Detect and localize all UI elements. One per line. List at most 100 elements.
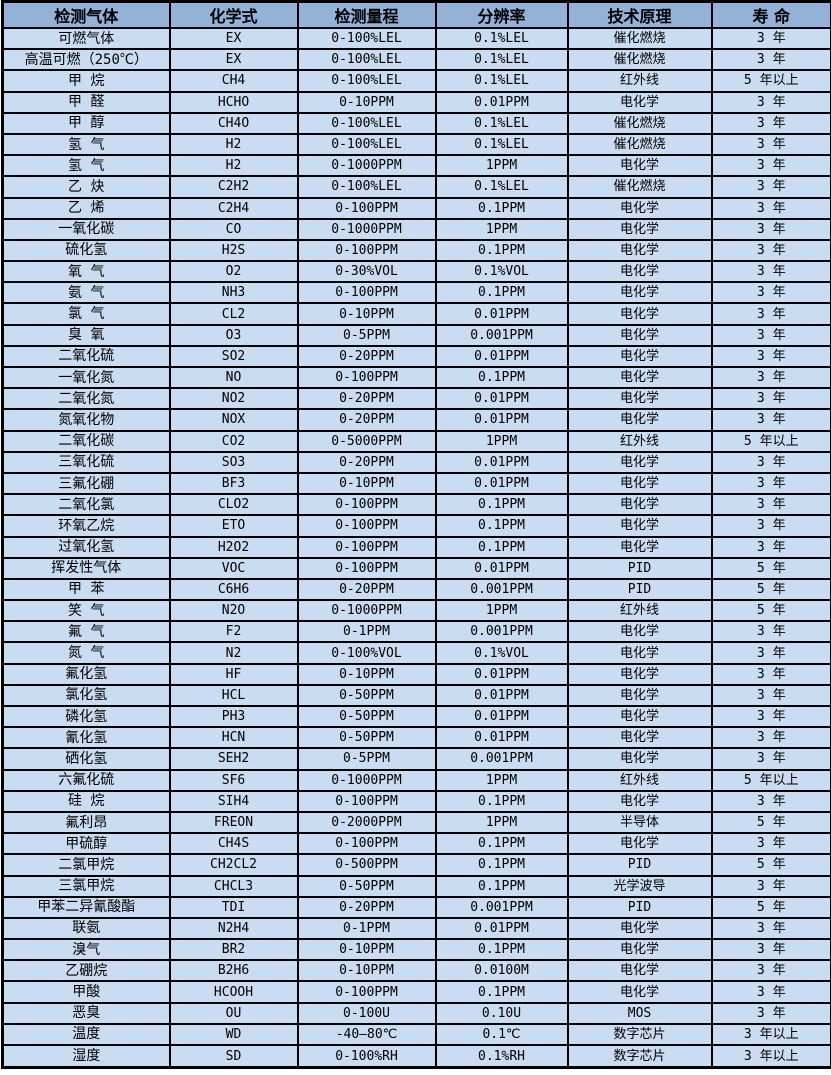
cell-formula: H2S — [168, 238, 299, 263]
table-row: 一氧化氮 NO 0-100PPM 0.1PPM 电化学 3 年 — [1, 365, 831, 390]
cell-lifespan: 3 年 — [710, 662, 831, 686]
cell-resolution: 0.1PPM — [434, 514, 569, 538]
cell-lifespan: 3 年 — [710, 196, 831, 220]
cell-principle: 电化学 — [566, 471, 713, 496]
cell-lifespan: 3 年 — [710, 620, 831, 644]
cell-gas: 氟 气 — [1, 620, 171, 644]
cell-range: 0-1000PPM — [296, 599, 437, 623]
cell-lifespan: 5 年 — [710, 810, 831, 835]
cell-resolution: 0.01PPM — [434, 344, 569, 369]
cell-gas: 氨 气 — [1, 281, 171, 305]
cell-resolution: 0.1%LEL — [434, 132, 569, 157]
cell-gas: 二氧化氮 — [1, 387, 171, 411]
cell-range: 0-100PPM — [296, 493, 437, 517]
cell-gas: 甲苯二异氰酸酯 — [1, 895, 171, 919]
cell-gas: 臭 氧 — [1, 323, 171, 347]
cell-gas: 湿度 — [1, 1044, 171, 1069]
cell-range: 0-100U — [296, 1001, 437, 1025]
table-row: 甲 苯 C6H6 0-20PPM 0.001PPM PID 5 年 — [1, 577, 831, 602]
cell-lifespan: 3 年 — [710, 365, 831, 390]
cell-resolution: 1PPM — [434, 599, 569, 623]
cell-gas: 甲 苯 — [1, 577, 171, 602]
cell-formula: HCOOH — [168, 980, 299, 1004]
cell-lifespan: 3 年 — [710, 111, 831, 135]
cell-range: 0-5PPM — [296, 323, 437, 347]
cell-range: 0-100%RH — [296, 1044, 437, 1069]
cell-principle: PID — [566, 556, 713, 580]
cell-range: 0-50PPM — [296, 704, 437, 729]
cell-range: 0-100PPM — [296, 832, 437, 856]
cell-principle: 电化学 — [566, 514, 713, 538]
table-row: 氢 气 H2 0-1000PPM 1PPM 电化学 3 年 — [1, 154, 831, 178]
cell-lifespan: 3 年 — [710, 1001, 831, 1025]
cell-principle: 电化学 — [566, 726, 713, 750]
cell-principle: 半导体 — [566, 810, 713, 835]
cell-lifespan: 3 年 — [710, 90, 831, 114]
cell-resolution: 0.10U — [434, 1001, 569, 1025]
cell-gas: 氧 气 — [1, 260, 171, 284]
table-row: 磷化氢 PH3 0-50PPM 0.01PPM 电化学 3 年 — [1, 704, 831, 729]
cell-formula: C2H2 — [168, 175, 299, 199]
cell-lifespan: 3 年 — [710, 493, 831, 517]
table-row: 臭 氧 O3 0-5PPM 0.001PPM 电化学 3 年 — [1, 323, 831, 347]
cell-principle: 电化学 — [566, 747, 713, 771]
cell-range: 0-20PPM — [296, 344, 437, 369]
cell-gas: 联氨 — [1, 916, 171, 941]
cell-lifespan: 3 年 — [710, 959, 831, 983]
col-header-lifespan: 寿 命 — [710, 0, 831, 29]
cell-principle: 数字芯片 — [566, 1044, 713, 1069]
table-row: 氨 气 NH3 0-100PPM 0.1PPM 电化学 3 年 — [1, 281, 831, 305]
cell-principle: 电化学 — [566, 260, 713, 284]
cell-resolution: 0.01PPM — [434, 683, 569, 708]
cell-range: 0-100%VOL — [296, 641, 437, 665]
cell-formula: H2 — [168, 154, 299, 178]
cell-resolution: 0.001PPM — [434, 620, 569, 644]
cell-lifespan: 3 年 — [710, 641, 831, 665]
cell-lifespan: 3 年 — [710, 132, 831, 157]
cell-resolution: 0.01PPM — [434, 704, 569, 729]
cell-lifespan: 3 年 — [710, 323, 831, 347]
cell-principle: PID — [566, 577, 713, 602]
cell-range: 0-20PPM — [296, 895, 437, 919]
table-row: 挥发性气体 VOC 0-100PPM 0.01PPM PID 5 年 — [1, 556, 831, 580]
cell-gas: 硅 烷 — [1, 789, 171, 813]
cell-range: 0-100%LEL — [296, 26, 437, 51]
cell-principle: 电化学 — [566, 535, 713, 559]
cell-resolution: 0.1PPM — [434, 238, 569, 263]
cell-lifespan: 5 年以上 — [710, 429, 831, 453]
col-header-principle: 技术原理 — [566, 0, 713, 29]
cell-gas: 二氧化碳 — [1, 429, 171, 453]
cell-gas: 六氟化硫 — [1, 768, 171, 792]
cell-gas: 挥发性气体 — [1, 556, 171, 580]
cell-resolution: 0.1PPM — [434, 493, 569, 517]
cell-resolution: 0.001PPM — [434, 577, 569, 602]
cell-range: 0-30%VOL — [296, 260, 437, 284]
cell-formula: SD — [168, 1044, 299, 1069]
cell-resolution: 0.01PPM — [434, 662, 569, 686]
table-row: 六氟化硫 SF6 0-1000PPM 1PPM 红外线 5 年以上 — [1, 768, 831, 792]
cell-range: 0-100%LEL — [296, 69, 437, 93]
cell-gas: 乙 炔 — [1, 175, 171, 199]
cell-range: 0-20PPM — [296, 450, 437, 474]
cell-principle: 电化学 — [566, 916, 713, 941]
cell-formula: NO — [168, 365, 299, 390]
cell-gas: 一氧化碳 — [1, 217, 171, 241]
cell-range: 0-5000PPM — [296, 429, 437, 453]
table-row: 甲 烷 CH4 0-100%LEL 0.1%LEL 红外线 5 年以上 — [1, 69, 831, 93]
cell-formula: C6H6 — [168, 577, 299, 602]
cell-gas: 甲 烷 — [1, 69, 171, 93]
cell-principle: 红外线 — [566, 429, 713, 453]
cell-principle: 电化学 — [566, 938, 713, 962]
cell-formula: CH4S — [168, 832, 299, 856]
cell-principle: 电化学 — [566, 959, 713, 983]
cell-range: 0-10PPM — [296, 662, 437, 686]
table-row: 氟 气 F2 0-1PPM 0.001PPM 电化学 3 年 — [1, 620, 831, 644]
cell-resolution: 0.1%VOL — [434, 260, 569, 284]
table-row: 甲苯二异氰酸酯 TDI 0-20PPM 0.001PPM PID 5 年 — [1, 895, 831, 919]
cell-lifespan: 3 年以上 — [710, 1022, 831, 1047]
cell-lifespan: 3 年 — [710, 302, 831, 326]
cell-principle: 光学波导 — [566, 874, 713, 898]
cell-lifespan: 3 年 — [710, 683, 831, 708]
cell-lifespan: 3 年 — [710, 260, 831, 284]
cell-lifespan: 3 年以上 — [710, 1044, 831, 1069]
